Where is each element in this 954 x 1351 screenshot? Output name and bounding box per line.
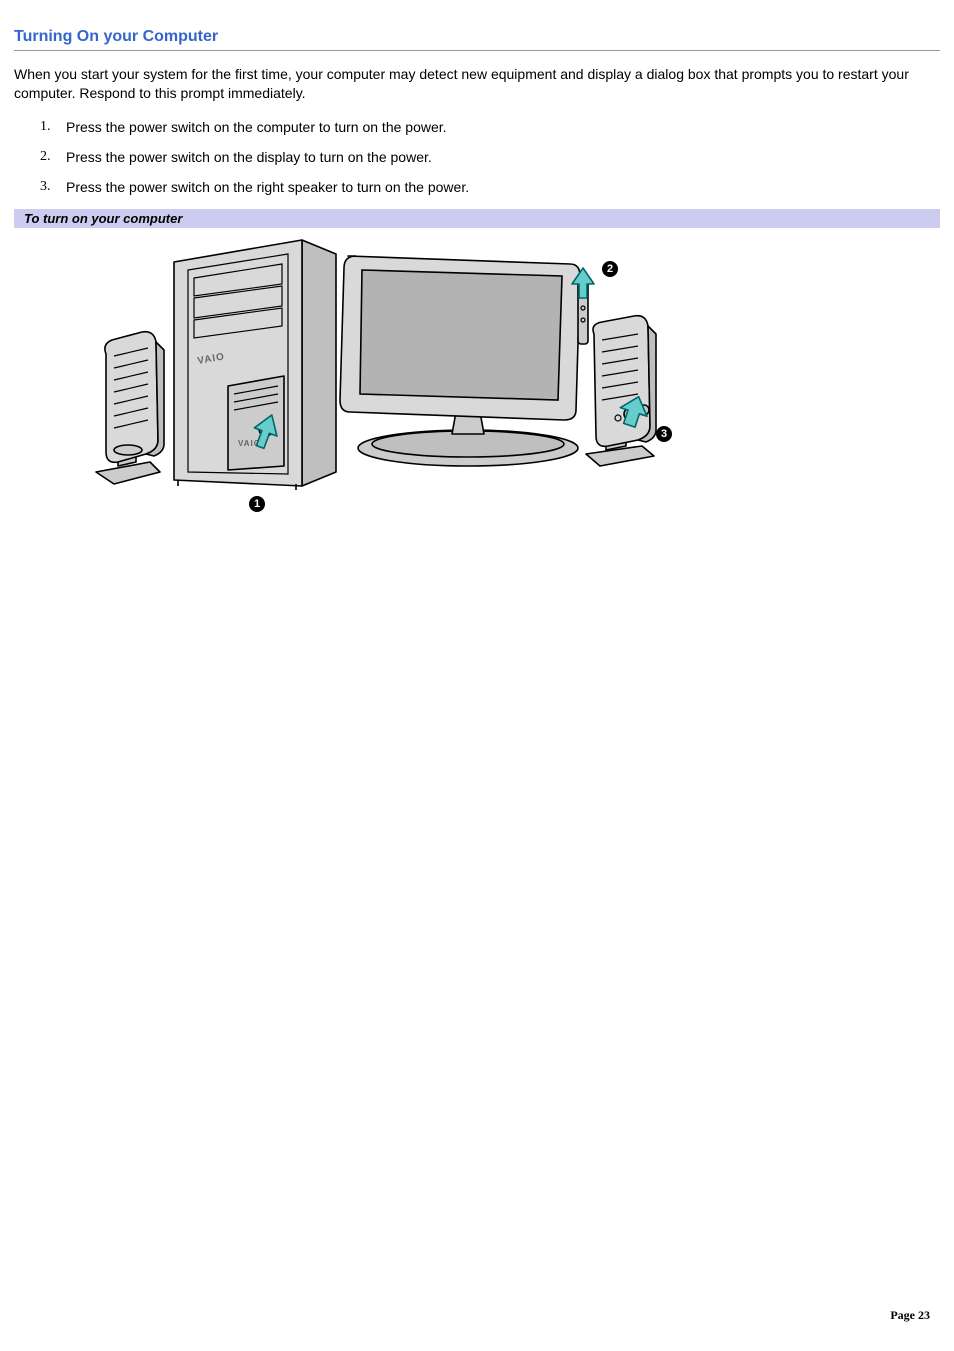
list-item: Press the power switch on the computer t… [66,119,940,135]
title-rule [14,50,940,51]
computer-tower-icon: VAIO VAIO [174,240,336,490]
callout-3: 3 [656,426,672,442]
left-speaker-icon [96,331,164,483]
footer-label: Page [890,1308,915,1322]
figure-caption: To turn on your computer [14,209,940,228]
page-footer: Page 23 [890,1308,930,1323]
right-speaker-icon [586,315,656,465]
page-title: Turning On your Computer [14,28,940,46]
svg-text:1: 1 [254,498,260,510]
footer-number: 23 [918,1308,930,1322]
callout-1: 1 [249,496,265,512]
list-item: Press the power switch on the display to… [66,149,940,165]
callout-2: 2 [602,261,618,277]
svg-text:3: 3 [661,428,667,440]
computer-setup-diagram: .fl { fill:#cccccc; stroke:#000; stroke-… [78,234,678,524]
svg-text:2: 2 [607,263,613,275]
intro-paragraph: When you start your system for the first… [14,65,940,103]
list-item: Press the power switch on the right spea… [66,179,940,195]
figure-container: .fl { fill:#cccccc; stroke:#000; stroke-… [14,228,940,524]
monitor-icon [340,256,588,466]
steps-list: Press the power switch on the computer t… [14,119,940,195]
